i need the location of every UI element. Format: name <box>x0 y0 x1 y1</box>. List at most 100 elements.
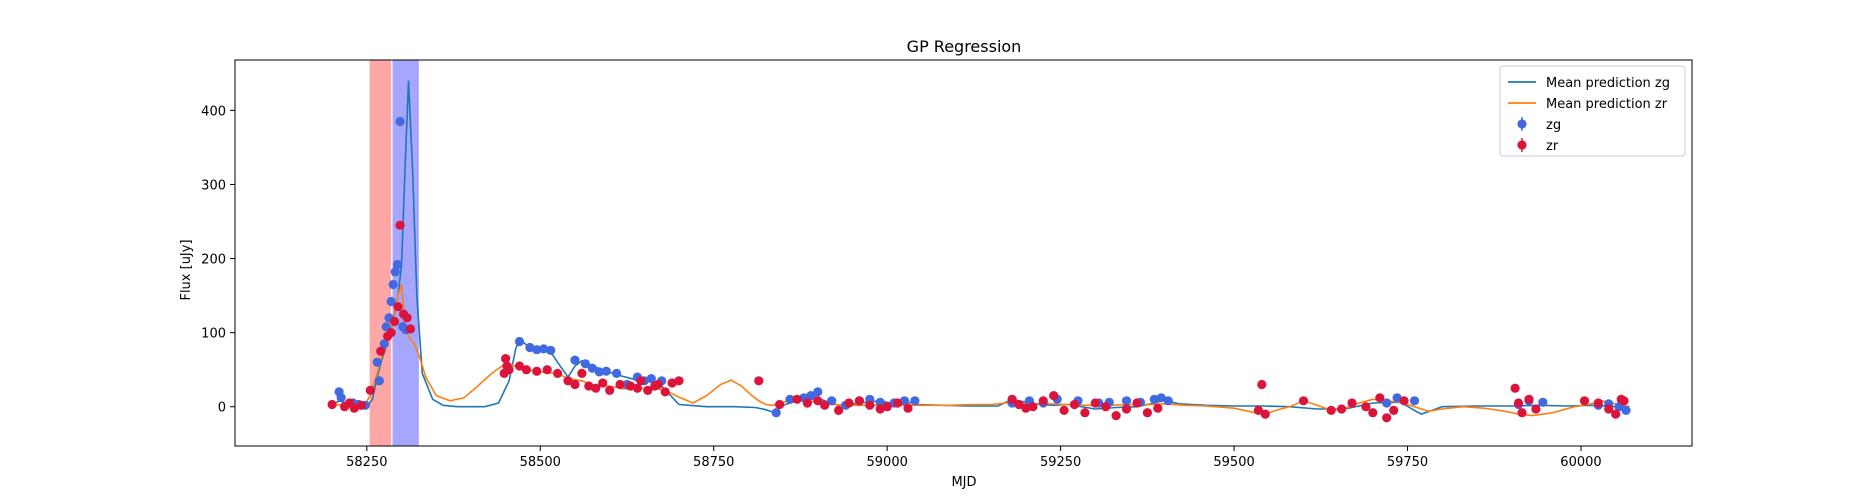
data-point-zr <box>1517 408 1527 418</box>
data-point-zr <box>1253 405 1263 415</box>
data-point-zr <box>643 385 653 395</box>
x-tick-label: 58250 <box>346 455 387 470</box>
data-point-zr <box>390 316 400 327</box>
y-tick-label: 100 <box>201 327 226 342</box>
data-point-zr <box>854 396 865 406</box>
data-point-zr <box>653 379 663 390</box>
data-point-zg <box>646 374 656 384</box>
data-point-zg <box>539 344 549 354</box>
data-point-zg <box>1163 396 1173 406</box>
data-point-zr <box>521 365 532 375</box>
data-point-zg <box>532 345 542 355</box>
x-tick-label: 60000 <box>1560 455 1601 470</box>
legend-box <box>1499 65 1686 157</box>
data-point-zg <box>580 359 591 369</box>
data-point-zr <box>570 379 580 390</box>
y-tick-label: 300 <box>201 178 226 193</box>
data-point-zr <box>1121 404 1132 414</box>
data-point-zr <box>395 220 405 230</box>
chart-title: GP Regression <box>907 37 1022 56</box>
data-point-zr <box>1593 398 1603 408</box>
data-point-zg <box>546 345 556 355</box>
data-point-zr <box>844 398 854 408</box>
data-point-zg <box>372 357 382 367</box>
data-point-zr <box>1069 399 1080 410</box>
legend-swatch-marker <box>1517 119 1527 129</box>
legend-swatch-marker <box>1517 140 1527 150</box>
data-point-zg <box>388 279 398 290</box>
legend-label: zg <box>1546 118 1561 133</box>
data-point-zg <box>910 396 920 406</box>
data-point-zr <box>1298 396 1309 406</box>
data-point-zg <box>785 394 795 404</box>
y-axis-label: Flux [uJy] <box>179 239 194 300</box>
data-point-zr <box>636 376 646 386</box>
data-point-zr <box>754 376 764 386</box>
data-point-zg <box>601 366 611 376</box>
x-tick-label: 59000 <box>867 455 908 470</box>
data-point-zr <box>1153 403 1163 413</box>
x-tick-label: 59250 <box>1040 455 1081 470</box>
data-point-zr <box>1132 398 1142 408</box>
x-tick-label: 58750 <box>693 455 734 470</box>
data-point-zg <box>806 391 816 401</box>
data-point-zr <box>1510 383 1520 393</box>
data-point-zr <box>1531 404 1541 414</box>
data-point-zr <box>598 378 608 388</box>
data-point-zr <box>1579 396 1590 406</box>
data-point-zg <box>1409 396 1420 406</box>
data-point-zg <box>514 336 525 347</box>
data-point-zr <box>1399 396 1409 406</box>
data-point-zr <box>1007 394 1017 404</box>
data-point-zr <box>1059 405 1069 415</box>
data-point-zg <box>525 342 535 353</box>
plot-frame <box>234 59 1693 447</box>
data-point-zg <box>1621 405 1631 415</box>
legend: Mean prediction zg Mean prediction zr zg zr <box>1499 65 1686 157</box>
data-point-zr <box>1619 396 1629 406</box>
data-point-zg <box>1538 397 1548 407</box>
data-point-zr <box>674 376 684 386</box>
data-point-zr <box>1080 408 1090 418</box>
data-point-zr <box>1375 393 1385 403</box>
plot-layer <box>327 60 1631 446</box>
plot-area <box>327 60 1631 446</box>
data-point-zr <box>393 302 403 312</box>
data-point-zg <box>587 363 597 373</box>
data-point-zr <box>405 324 416 334</box>
data-point-zr <box>1260 409 1270 419</box>
data-point-zr <box>386 328 396 338</box>
data-point-zr <box>1337 404 1347 414</box>
data-point-zr <box>1368 408 1378 418</box>
data-point-zr <box>605 385 615 395</box>
data-point-zg <box>386 296 396 307</box>
x-tick-label: 59750 <box>1387 455 1428 470</box>
data-point-zr <box>1513 398 1524 408</box>
data-point-zg <box>813 387 823 397</box>
x-tick-label: 59500 <box>1213 455 1254 470</box>
data-point-zr <box>514 361 525 371</box>
data-point-zr <box>402 313 412 323</box>
data-point-zr <box>625 381 636 391</box>
data-point-zr <box>504 365 514 375</box>
data-point-zr <box>349 403 359 413</box>
data-point-zr <box>1257 379 1267 390</box>
y-tick-label: 200 <box>201 253 226 268</box>
data-point-zr <box>903 403 913 413</box>
data-point-zr <box>820 400 830 410</box>
data-point-zg <box>392 259 402 270</box>
data-point-zr <box>792 394 802 404</box>
data-point-zg <box>771 408 781 418</box>
data-point-zr <box>1361 402 1371 412</box>
legend-label: zr <box>1546 139 1559 154</box>
data-point-zr <box>865 400 875 410</box>
data-point-zr <box>1101 402 1111 412</box>
data-point-zr <box>667 378 677 388</box>
data-point-zr <box>1111 411 1121 421</box>
data-point-zr <box>1021 403 1031 413</box>
data-point-zr <box>660 387 670 397</box>
data-point-zr <box>1014 399 1024 410</box>
data-point-zg <box>594 367 604 377</box>
legend-label: Mean prediction zg <box>1546 76 1670 91</box>
